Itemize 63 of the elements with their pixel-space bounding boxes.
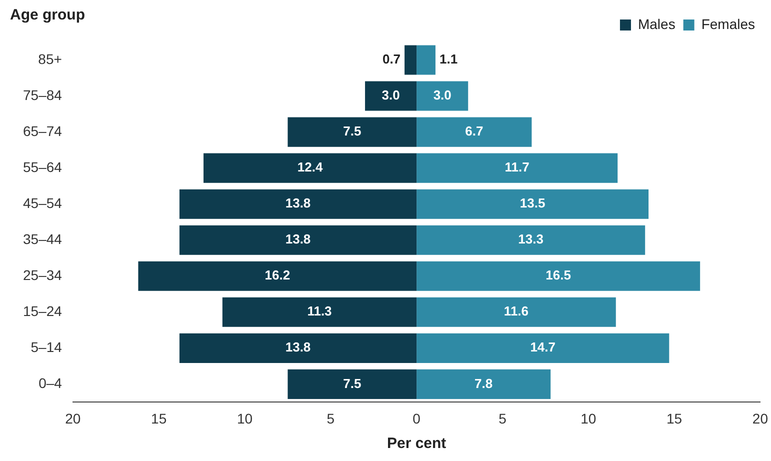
- y-tick-label: 45–54: [22, 194, 62, 211]
- bar: [138, 261, 417, 291]
- data-label: 3.0: [433, 88, 452, 103]
- data-label: 16.2: [264, 268, 290, 283]
- bar: [416, 333, 670, 363]
- data-label: 6.7: [465, 124, 484, 139]
- y-tick-label: 75–84: [22, 86, 62, 103]
- bar: [179, 189, 417, 219]
- bar: [416, 225, 646, 255]
- x-tick-label: 0: [412, 410, 421, 426]
- x-tick-label: 5: [326, 410, 335, 426]
- bar: [204, 153, 417, 183]
- bar: [416, 189, 649, 219]
- bar: [416, 117, 532, 147]
- bar: [179, 225, 417, 255]
- y-tick-label: 25–34: [22, 266, 62, 283]
- x-tick-label: 10: [580, 410, 596, 426]
- data-label: 0.7: [382, 52, 401, 67]
- data-label: 16.5: [546, 268, 571, 283]
- data-label: 11.7: [504, 160, 530, 175]
- data-label: 14.7: [530, 340, 556, 355]
- bar: [416, 297, 616, 327]
- bar: [416, 81, 468, 111]
- data-label: 11.6: [504, 304, 529, 319]
- bar: [288, 369, 417, 399]
- data-label: 7.5: [343, 124, 362, 139]
- bar: [288, 117, 417, 147]
- legend-label: Females: [701, 16, 756, 32]
- bar: [416, 45, 436, 75]
- bar: [179, 333, 417, 363]
- x-tick-label: 10: [236, 410, 253, 426]
- data-label: 12.4: [297, 160, 324, 175]
- data-label: 1.1: [439, 52, 458, 67]
- data-label: 13.5: [520, 196, 546, 211]
- bar: [416, 153, 618, 183]
- data-label: 13.8: [285, 340, 311, 355]
- x-axis-title: Per cent: [386, 435, 446, 452]
- y-tick-label: 35–44: [22, 230, 62, 247]
- bar: [404, 45, 417, 75]
- x-tick-label: 15: [151, 410, 167, 426]
- x-tick-label: 15: [666, 410, 682, 426]
- y-tick-label: 0–4: [38, 375, 62, 392]
- data-label: 11.3: [307, 304, 332, 319]
- y-tick-label: 15–24: [22, 303, 62, 320]
- data-label: 3.0: [382, 88, 400, 103]
- legend-label: Males: [638, 16, 676, 32]
- data-label: 13.3: [518, 232, 544, 247]
- x-tick-label: 20: [752, 410, 768, 426]
- y-axis-title: Age group: [10, 6, 85, 24]
- bar: [416, 369, 551, 399]
- x-tick-label: 5: [498, 410, 507, 426]
- y-tick-label: 85+: [38, 50, 62, 67]
- bar: [222, 297, 417, 327]
- y-tick-label: 65–74: [22, 122, 62, 139]
- bar: [365, 81, 417, 111]
- bar: [416, 261, 700, 291]
- y-tick-label: 5–14: [30, 339, 62, 356]
- data-label: 7.8: [474, 376, 493, 391]
- data-label: 13.8: [285, 232, 311, 247]
- data-label: 13.8: [285, 196, 311, 211]
- data-label: 7.5: [343, 376, 362, 391]
- y-tick-label: 55–64: [22, 158, 62, 175]
- x-tick-label: 20: [65, 410, 81, 426]
